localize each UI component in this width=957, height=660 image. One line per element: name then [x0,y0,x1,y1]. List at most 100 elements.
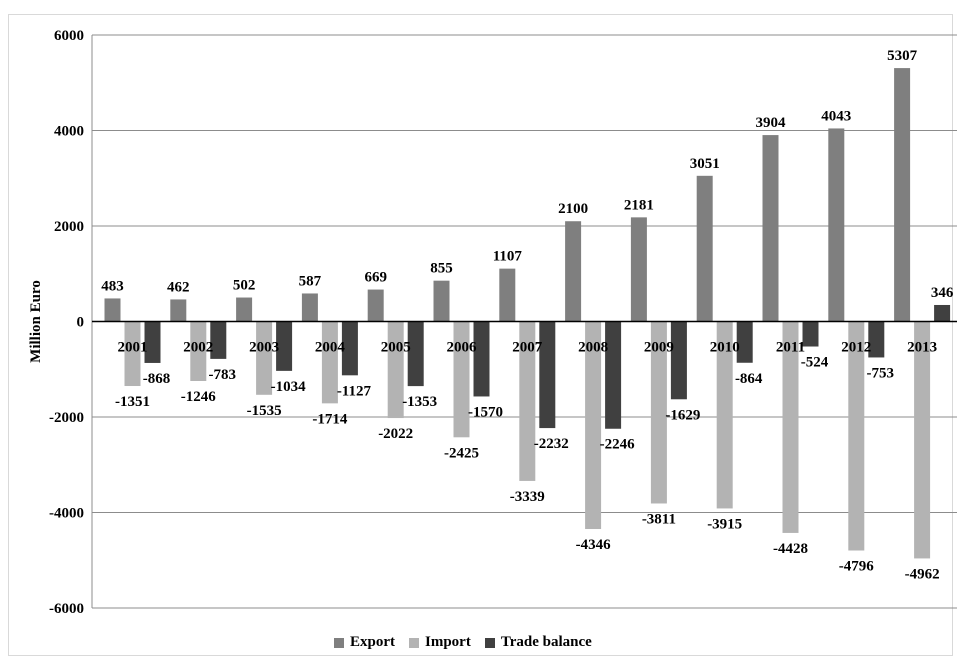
bar-export [236,297,253,322]
category-labels: 2001 2002 2003 2004 2005 2006 2007 2008 2009 2010… [118,340,938,356]
data-label: -2425 [444,445,479,461]
data-label: -2246 [600,437,635,453]
y-axis-ticks: 6000 4000 2000 0 -2000 -4000 -6000 [49,28,84,617]
bar-export [762,135,779,322]
data-label: -3811 [642,511,676,527]
bar-trade-balance [736,321,753,363]
legend-item: Trade balance [484,634,592,651]
category-label: 2003 [249,340,279,356]
data-label: -1714 [312,411,347,427]
bar-export [170,299,187,322]
bar-export [828,128,845,322]
data-label: -4796 [839,559,874,575]
data-label: 2100 [558,201,588,217]
bar-trade-balance [407,321,424,387]
category-label: 2007 [512,340,543,356]
bar-import [914,321,931,559]
data-label: -1246 [181,389,216,405]
bar-import [716,321,733,509]
bar-trade-balance [539,321,556,429]
data-label: -3915 [707,516,742,532]
y-tick-label: -6000 [49,601,84,617]
legend-item: Export [334,634,395,651]
bar-trade-balance [605,321,622,429]
category-label: 2009 [644,340,674,356]
bar-import [453,321,470,438]
bar-import [519,321,536,481]
bar-export [894,68,911,322]
category-label: 2012 [841,340,871,356]
bar-export [630,217,647,322]
bar-trade-balance [934,304,951,322]
data-label: -1127 [337,383,372,399]
gridlines [91,34,957,609]
bar-import [321,321,338,404]
legend-swatch [409,637,419,648]
bar-import [650,321,667,504]
data-label: 855 [430,261,453,277]
y-tick-label: 0 [77,315,85,331]
y-tick-label: -2000 [49,410,84,426]
data-labels: 483 462 502 587 669 855 1107 2100 2181 3051 3904 40… [101,48,954,582]
y-tick-label: -4000 [49,506,84,522]
data-label: 669 [364,270,387,286]
y-tick-label: 6000 [54,28,84,44]
data-label: 2181 [624,197,654,213]
bar-trade-balance [670,321,687,400]
data-label: -1570 [468,404,503,420]
data-label: -864 [735,371,763,387]
category-label: 2004 [315,340,346,356]
data-label: 587 [299,273,322,289]
bar-trade-balance [802,321,819,347]
category-label: 2010 [710,340,740,356]
bar-import [387,321,404,419]
data-label: 346 [931,285,954,301]
y-axis-title: Million Euro [28,280,44,363]
data-label: -1034 [271,379,306,395]
bar-export [104,298,121,322]
bar-import [124,321,141,387]
data-label: -2022 [378,426,413,442]
data-label: -1535 [247,403,282,419]
category-label: 2011 [776,340,805,356]
data-label: -2232 [534,436,569,452]
data-label: 5307 [887,48,918,64]
legend-label: Import [425,634,471,650]
bar-export [565,221,582,322]
bar-import [782,321,799,533]
legend-swatch [484,637,495,648]
bar-trade-balance [341,321,358,376]
data-label: -753 [867,365,895,381]
data-label: -4346 [576,537,611,553]
bar-export [499,268,516,322]
legend-item: Import [409,634,471,651]
category-label: 2001 [118,340,148,356]
data-label: -868 [143,371,171,387]
bar-import [256,321,273,395]
data-label: 483 [101,278,124,294]
bar-import [190,321,207,381]
category-label: 2005 [381,340,411,356]
bar-export [696,175,713,322]
data-label: -4962 [905,566,940,582]
data-label: -783 [209,367,237,383]
bar-import [585,321,602,530]
bar-trade-balance [276,321,293,371]
data-label: -1353 [402,394,437,410]
bar-import [848,321,865,551]
bar-trade-balance [473,321,490,397]
bars [104,68,951,559]
legend-label: Export [350,634,395,650]
bar-export [433,280,450,322]
category-label: 2008 [578,340,608,356]
data-label: -1629 [665,407,700,423]
data-label: 502 [233,278,256,294]
bar-export [301,293,318,322]
legend-label: Trade balance [500,634,592,650]
data-label: -3339 [510,489,545,505]
data-label: 1107 [493,249,523,265]
data-label: 462 [167,279,190,295]
legend-swatch [334,637,344,648]
category-label: 2013 [907,340,937,356]
